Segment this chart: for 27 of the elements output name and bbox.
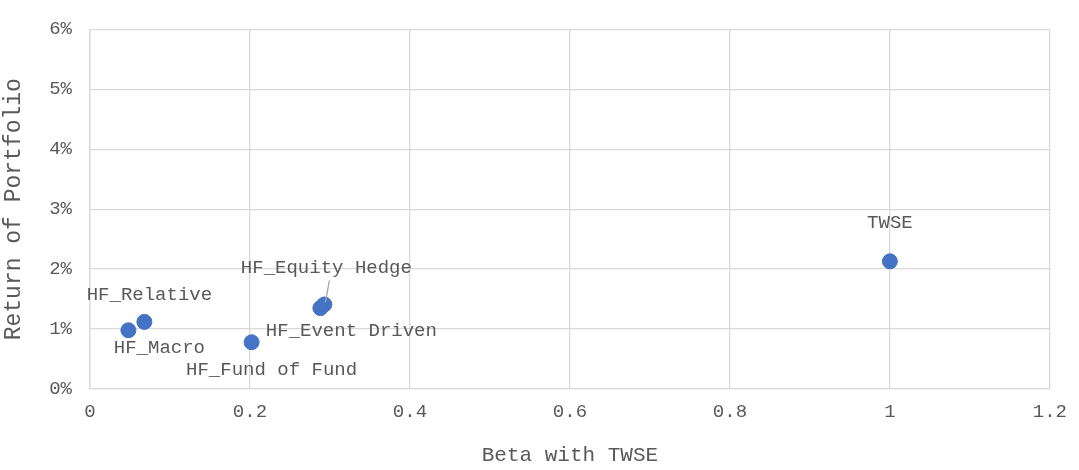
y-tick-label: 3%: [49, 198, 73, 221]
x-tick-label: 1: [884, 401, 896, 424]
point: [881, 253, 898, 270]
series-label: HF_Event Driven: [265, 320, 437, 343]
y-tick-label: 6%: [49, 18, 73, 41]
series-label: HF_Relative: [86, 283, 213, 306]
series-label: TWSE: [867, 212, 913, 235]
y-tick-label: 2%: [49, 258, 73, 281]
series-label: HF_Macro: [113, 337, 206, 360]
y-tick-label: 5%: [49, 78, 73, 101]
point: [136, 313, 153, 330]
x-tick-label: 1.2: [1032, 401, 1068, 424]
series-label: HF_Fund of Fund: [186, 359, 358, 382]
point: [312, 300, 329, 317]
x-tick-label: 0.2: [232, 401, 268, 424]
point: [120, 322, 137, 339]
x-axis-title: Beta with TWSE: [481, 443, 659, 467]
y-tick-label: 4%: [49, 138, 73, 161]
point: [243, 334, 260, 351]
y-tick-label: 1%: [49, 318, 73, 341]
x-tick-label: 0.4: [392, 401, 428, 424]
x-tick-label: 0: [84, 401, 96, 424]
y-axis-title: Return of Portfolio: [0, 78, 27, 341]
x-tick-label: 0.8: [712, 401, 748, 424]
series-label: HF_Equity Hedge: [240, 256, 412, 279]
x-tick-label: 0.6: [552, 401, 588, 424]
y-tick-label: 0%: [49, 378, 73, 401]
